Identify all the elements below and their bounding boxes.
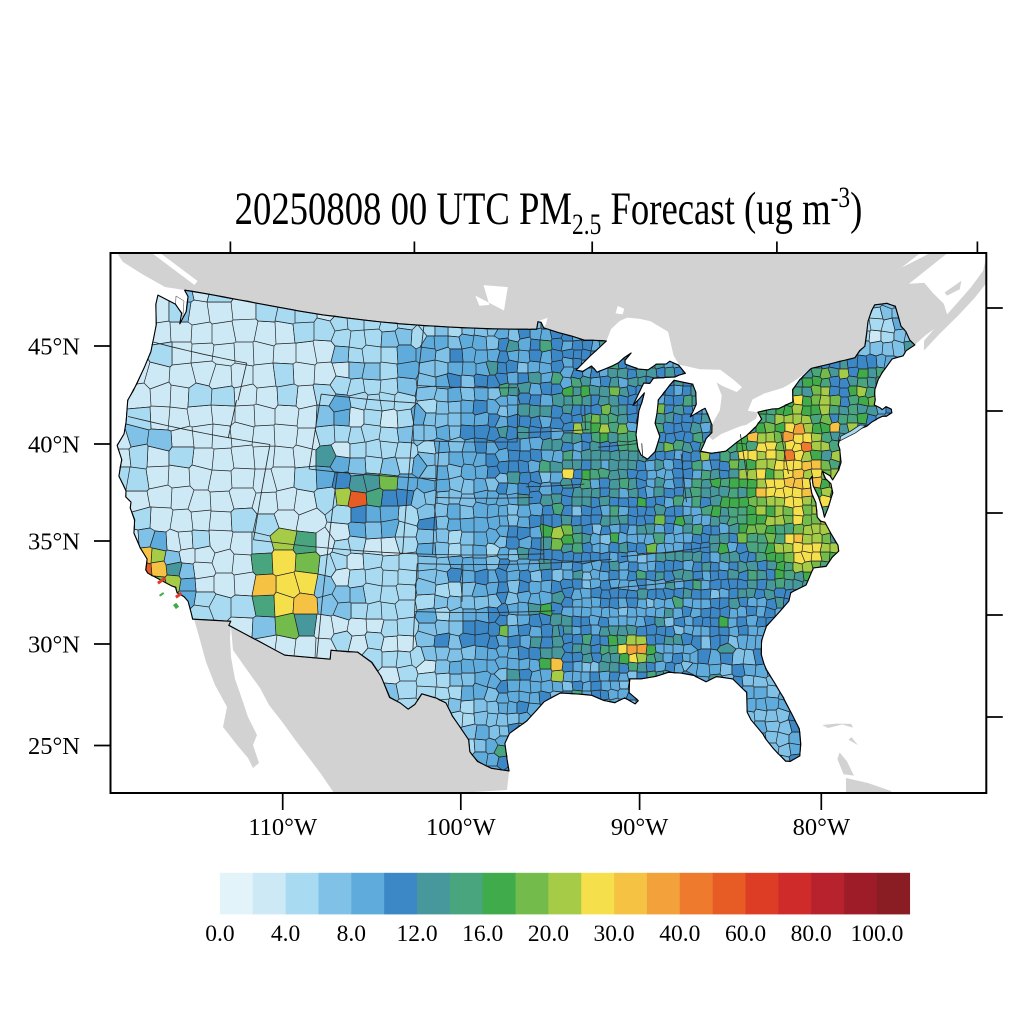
svg-text:20.0: 20.0 <box>528 921 569 947</box>
svg-text:100°W: 100°W <box>426 814 497 841</box>
svg-text:40.0: 40.0 <box>659 921 700 947</box>
svg-text:30.0: 30.0 <box>594 921 635 947</box>
svg-text:45°N: 45°N <box>28 334 80 361</box>
svg-text:16.0: 16.0 <box>462 921 503 947</box>
svg-text:60.0: 60.0 <box>725 921 766 947</box>
svg-text:80°W: 80°W <box>793 814 851 841</box>
svg-text:110°W: 110°W <box>248 814 318 841</box>
svg-text:4.0: 4.0 <box>271 921 300 947</box>
svg-text:8.0: 8.0 <box>337 921 366 947</box>
svg-text:25°N: 25°N <box>28 733 80 760</box>
svg-text:20250808 00 UTC PM2.5 Forecast: 20250808 00 UTC PM2.5 Forecast (ug m-3) <box>235 180 863 240</box>
svg-text:35°N: 35°N <box>28 529 80 556</box>
svg-text:12.0: 12.0 <box>396 921 437 947</box>
svg-text:40°N: 40°N <box>28 432 80 459</box>
svg-text:80.0: 80.0 <box>791 921 832 947</box>
svg-text:0.0: 0.0 <box>205 921 234 947</box>
svg-text:30°N: 30°N <box>28 632 80 659</box>
svg-text:90°W: 90°W <box>611 814 669 841</box>
svg-text:100.0: 100.0 <box>850 921 903 947</box>
